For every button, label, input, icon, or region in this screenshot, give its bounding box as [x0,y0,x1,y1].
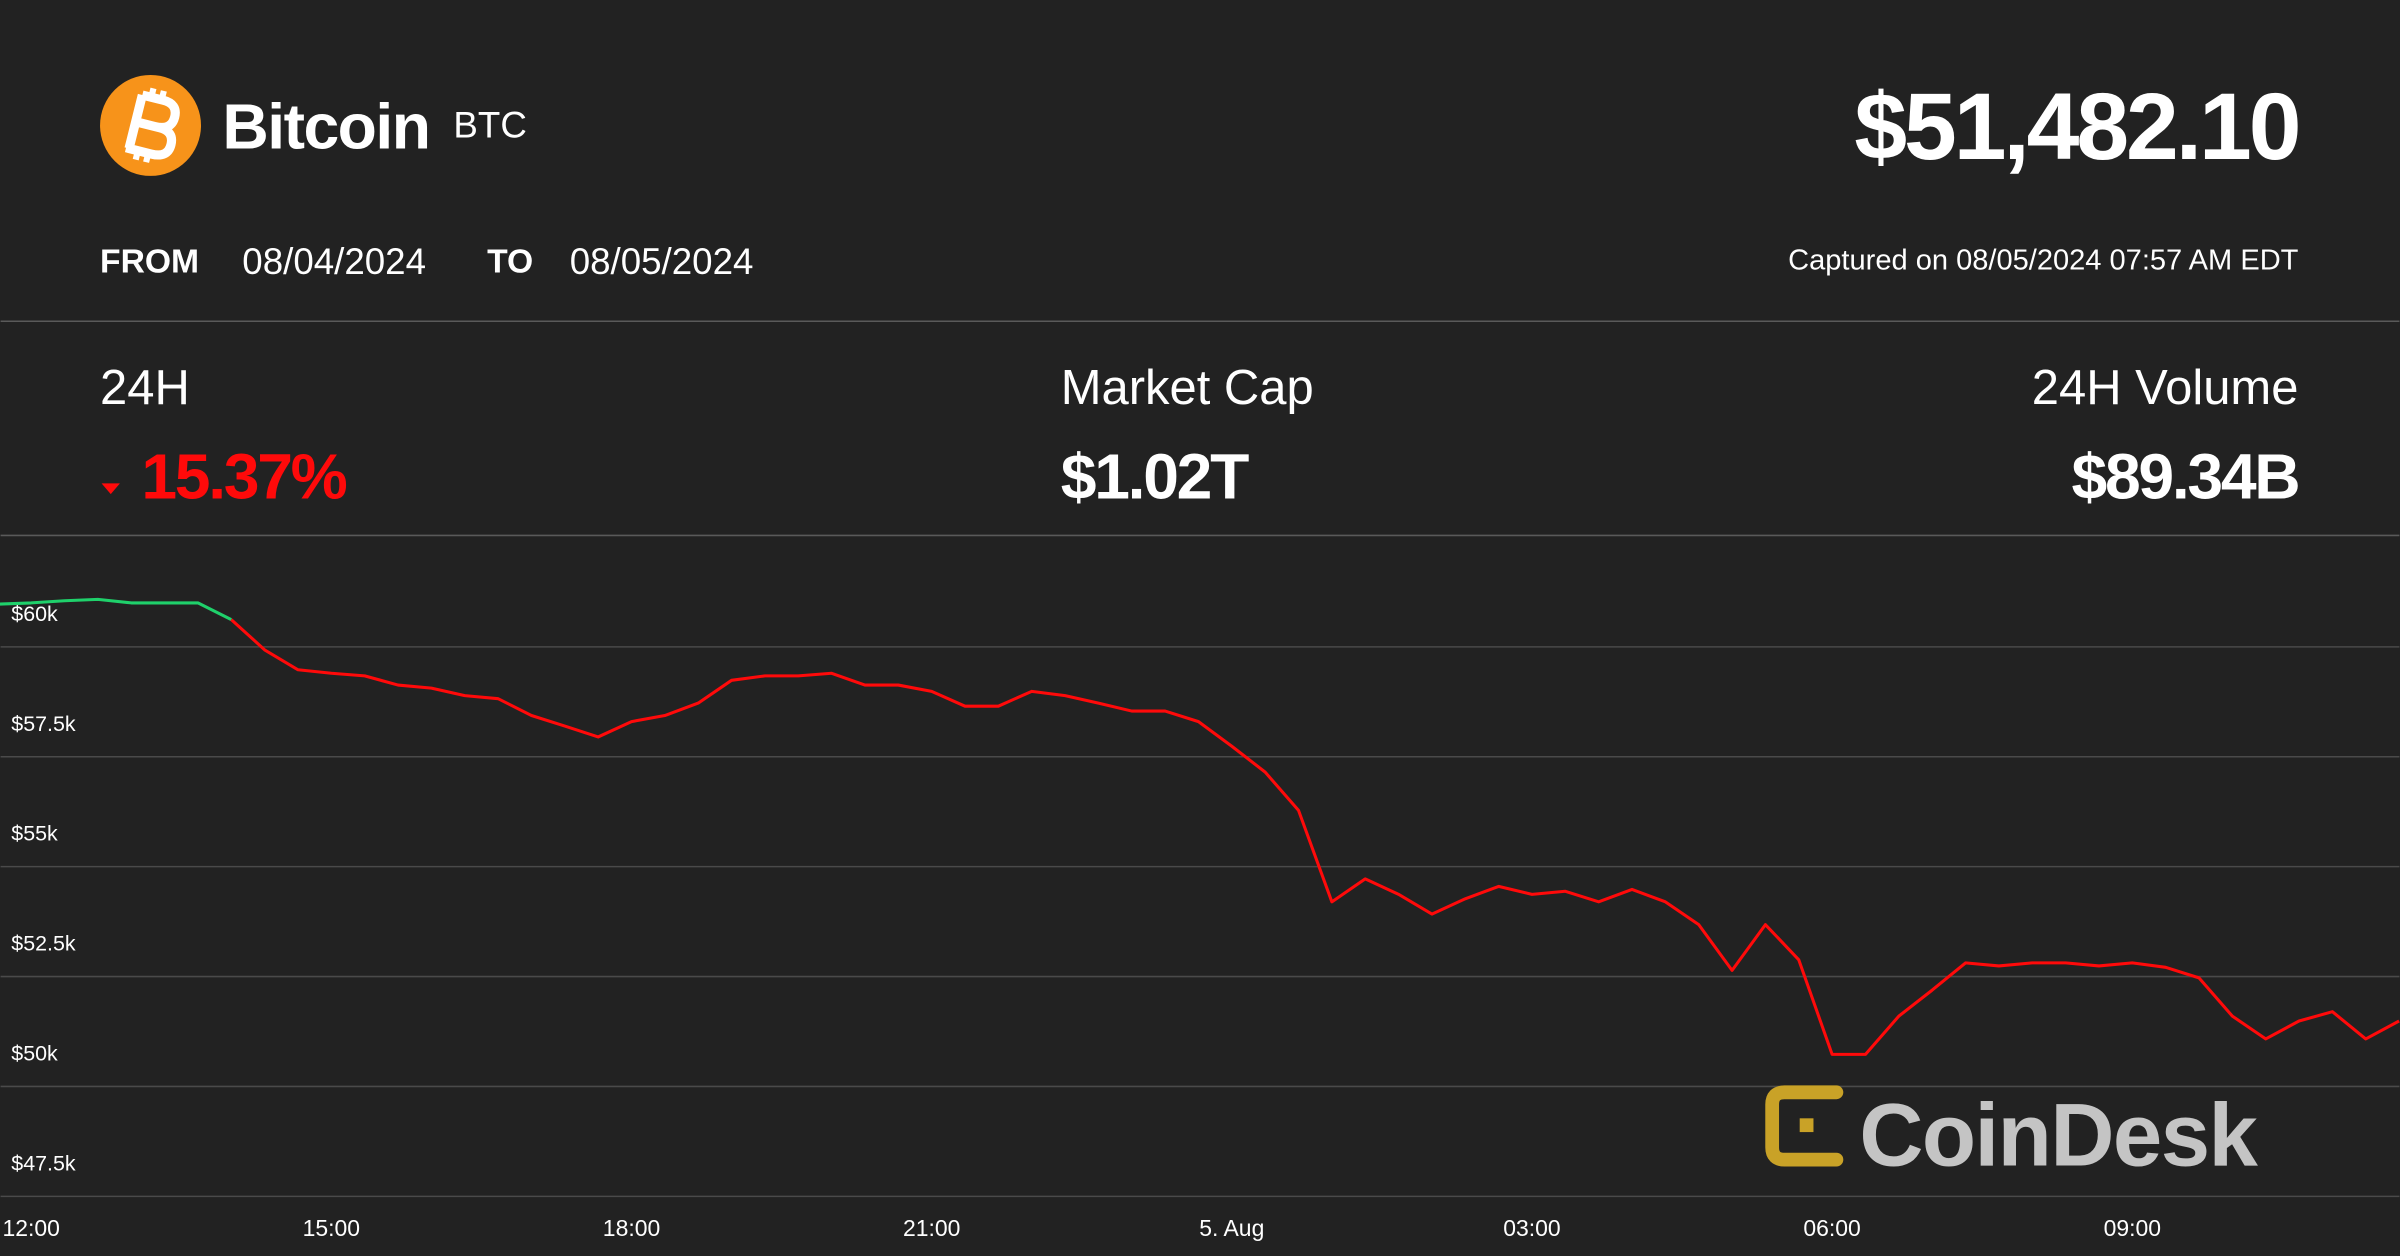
stat-value: 15.37% [141,441,346,513]
y-tick-label: $47.5k [11,1151,76,1175]
from-date: 08/04/2024 [242,241,426,282]
x-tick-label: 15:00 [303,1215,360,1241]
coin-symbol: BTC [453,105,526,146]
captured-time: Captured on 08/05/2024 07:57 AM EDT [1788,244,2299,276]
x-tick-label: 21:00 [903,1215,960,1241]
grid: $47.5k $50k $52.5k $55k $57.5k $60k 12:00 15:00… [0,602,2400,1241]
x-tick-label: 09:00 [2104,1215,2161,1241]
to-date: 08/05/2024 [570,241,754,282]
y-tick-label: $55k [11,822,58,846]
from-label: FROM [100,243,199,280]
x-tick-label: 5. Aug [1199,1215,1264,1241]
stat-label: Market Cap [1061,361,1314,415]
stat-value: $1.02T [1061,441,1249,513]
to-label: TO [487,243,533,280]
x-tick-label: 03:00 [1503,1215,1560,1241]
price: $51,482.10 [1854,74,2298,180]
y-tick-label: $52.5k [11,932,76,956]
coin-logo [100,74,202,176]
coin-name: Bitcoin [222,90,429,162]
x-tick-label: 12:00 [2,1215,59,1241]
x-tick-label: 06:00 [1803,1215,1860,1241]
y-tick-label: $57.5k [11,712,76,736]
stat-label: 24H Volume [2032,361,2299,415]
watermark: CoinDesk [1859,1086,2258,1185]
y-tick-label: $60k [11,602,58,626]
x-tick-label: 18:00 [603,1215,660,1241]
y-tick-label: $50k [11,1041,58,1065]
stat-value: $89.34B [2072,441,2299,513]
watermark-logo [1765,1085,1844,1167]
price-line [0,597,232,621]
stat-label: 24H [100,361,190,415]
price-line [230,618,2400,1056]
down-arrow [101,483,120,495]
plot [0,597,2400,1056]
